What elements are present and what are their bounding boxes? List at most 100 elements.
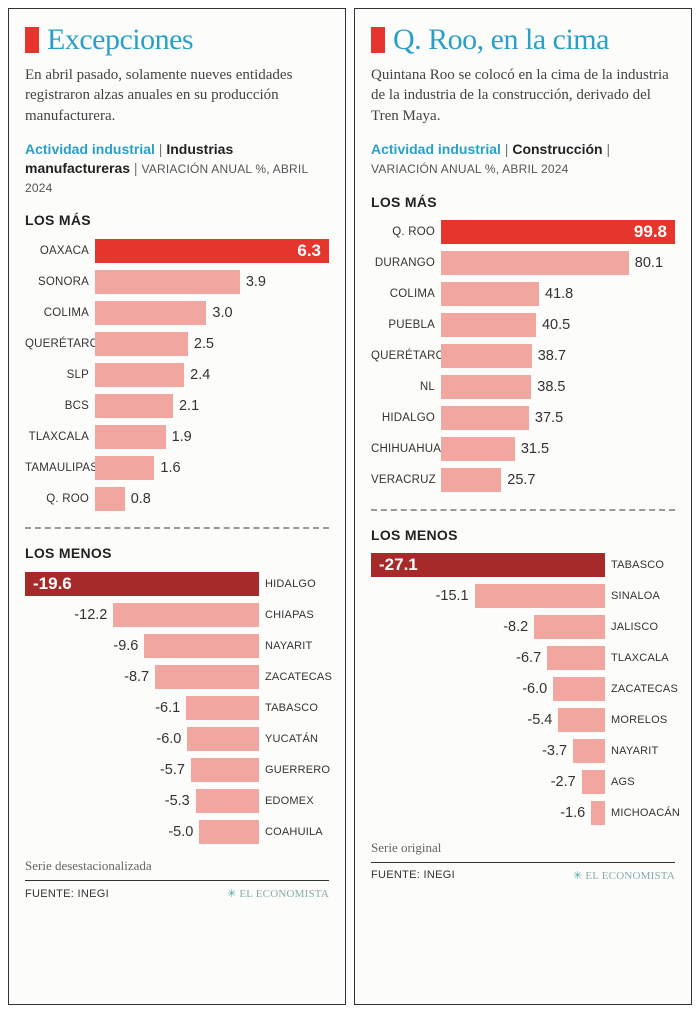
- source-row: FUENTE: INEGI ✳ EL ECONOMISTA: [371, 862, 675, 882]
- panel-1: Q. Roo, en la cima Quintana Roo se colocó…: [354, 8, 692, 1005]
- accent-square: [25, 27, 39, 53]
- bar-label: VERACRUZ: [371, 474, 441, 486]
- bar-label: ZACATECAS: [605, 683, 675, 695]
- bar-value: -6.0: [156, 731, 181, 747]
- bar-label: CHIHUAHUA: [371, 443, 441, 455]
- bar-value: 2.5: [194, 336, 214, 352]
- bar-value: 38.7: [538, 348, 566, 364]
- bar-label: Q. ROO: [371, 226, 441, 238]
- bar-row: COLIMA41.8: [371, 280, 675, 309]
- bar-label: CHIAPAS: [259, 609, 329, 621]
- bar-row: TLAXCALA1.9: [25, 422, 329, 451]
- bar-value: 38.5: [537, 379, 565, 395]
- bar-row: -27.1 TABASCO: [371, 551, 675, 580]
- bar-value: 99.8: [626, 222, 675, 242]
- bar-label: NAYARIT: [259, 640, 329, 652]
- bar-row: -15.1SINALOA: [371, 582, 675, 611]
- bar: -6.7: [547, 646, 605, 670]
- chart-top: OAXACA6.3SONORA3.9COLIMA3.0QUERÉTARO2.5S…: [25, 236, 329, 513]
- bar-value: -27.1: [371, 555, 426, 575]
- bar: -6.1: [186, 696, 259, 720]
- bar: 25.7: [441, 468, 501, 492]
- bar-row: SLP2.4: [25, 360, 329, 389]
- bar-row: -8.7ZACATECAS: [25, 662, 329, 691]
- bar: 1.6: [95, 456, 154, 480]
- bar-label: DURANGO: [371, 257, 441, 269]
- bar-label: TABASCO: [259, 702, 329, 714]
- bar-value: -6.0: [522, 681, 547, 697]
- bar: -5.3: [196, 789, 259, 813]
- bar-row: CHIHUAHUA31.5: [371, 435, 675, 464]
- panel-title: Q. Roo, en la cima: [393, 23, 609, 57]
- bar: 6.3: [95, 239, 329, 263]
- bar: 2.5: [95, 332, 188, 356]
- bar-label: QUERÉTARO: [25, 338, 95, 350]
- bar-row: Q. ROO 99.8: [371, 218, 675, 247]
- panel-subhead: Actividad industrial | Construcción | VA…: [371, 140, 675, 178]
- bar-label: TABASCO: [605, 559, 675, 571]
- bar: 38.5: [441, 375, 531, 399]
- footnote: Serie desestacionalizada: [25, 858, 329, 874]
- bar-value: 1.6: [160, 460, 180, 476]
- bar-value: -5.4: [527, 712, 552, 728]
- bar-row: -5.3EDOMEX: [25, 786, 329, 815]
- bar: -1.6: [591, 801, 605, 825]
- bar-row: HIDALGO37.5: [371, 404, 675, 433]
- bar-label: COAHUILA: [259, 826, 329, 838]
- subhead-caps: VARIACIÓN ANUAL %, ABRIL 2024: [371, 162, 568, 176]
- bar-row: COLIMA3.0: [25, 298, 329, 327]
- bar-value: -15.1: [436, 588, 469, 604]
- bar: -15.1: [475, 584, 605, 608]
- footnote: Serie original: [371, 840, 675, 856]
- bar-label: QUERÉTARO: [371, 350, 441, 362]
- bar-label: GUERRERO: [259, 764, 329, 776]
- source-label: FUENTE: INEGI: [371, 869, 455, 881]
- bar-value: -8.7: [124, 669, 149, 685]
- bar: 31.5: [441, 437, 515, 461]
- bar-row: SONORA3.9: [25, 267, 329, 296]
- bar: 1.9: [95, 425, 166, 449]
- bar: -3.7: [573, 739, 605, 763]
- bar-label: AGS: [605, 776, 675, 788]
- bar-label: SINALOA: [605, 590, 675, 602]
- bar: 80.1: [441, 251, 629, 275]
- bar-value: 2.4: [190, 367, 210, 383]
- bar: 0.8: [95, 487, 125, 511]
- bar-value: -5.3: [165, 793, 190, 809]
- section-label-bottom: LOS MENOS: [371, 527, 675, 543]
- bar: -5.4: [558, 708, 605, 732]
- bar-value: 40.5: [542, 317, 570, 333]
- bar-row: -19.6HIDALGO: [25, 569, 329, 598]
- bar: 3.0: [95, 301, 206, 325]
- bar: -2.7: [582, 770, 605, 794]
- bar-row: -6.1TABASCO: [25, 693, 329, 722]
- bar: 3.9: [95, 270, 240, 294]
- publisher: ✳ EL ECONOMISTA: [573, 869, 675, 882]
- panel-subhead: Actividad industrial | Industrias manufa…: [25, 140, 329, 197]
- bar-label: Q. ROO: [25, 493, 95, 505]
- bar-value: -5.0: [168, 824, 193, 840]
- publisher-text: EL ECONOMISTA: [239, 888, 329, 900]
- bar-value: 0.8: [131, 491, 151, 507]
- bar: -6.0: [553, 677, 605, 701]
- bar-label: YUCATÁN: [259, 733, 329, 745]
- bar-label: PUEBLA: [371, 319, 441, 331]
- bar-label: TAMAULIPAS: [25, 462, 95, 474]
- bar-row: -2.7AGS: [371, 768, 675, 797]
- bar: 41.8: [441, 282, 539, 306]
- panel-intro: En abril pasado, solamente nueves entida…: [25, 65, 329, 126]
- bar-row: QUERÉTARO 38.7: [371, 342, 675, 371]
- bar-value: -12.2: [74, 607, 107, 623]
- source-row: FUENTE: INEGI✳ EL ECONOMISTA: [25, 880, 329, 900]
- publisher: ✳ EL ECONOMISTA: [227, 887, 329, 900]
- bar: 40.5: [441, 313, 536, 337]
- bar-value: -6.1: [155, 700, 180, 716]
- bar: -8.7: [155, 665, 259, 689]
- bar-label: TLAXCALA: [25, 431, 95, 443]
- bar: 2.4: [95, 363, 184, 387]
- panel-intro: Quintana Roo se colocó en la cima de la …: [371, 65, 675, 126]
- subhead-blue: Actividad industrial: [371, 141, 501, 157]
- bar: -9.6: [144, 634, 259, 658]
- panel-0: ExcepcionesEn abril pasado, solamente nu…: [8, 8, 346, 1005]
- bar: -19.6: [25, 572, 259, 596]
